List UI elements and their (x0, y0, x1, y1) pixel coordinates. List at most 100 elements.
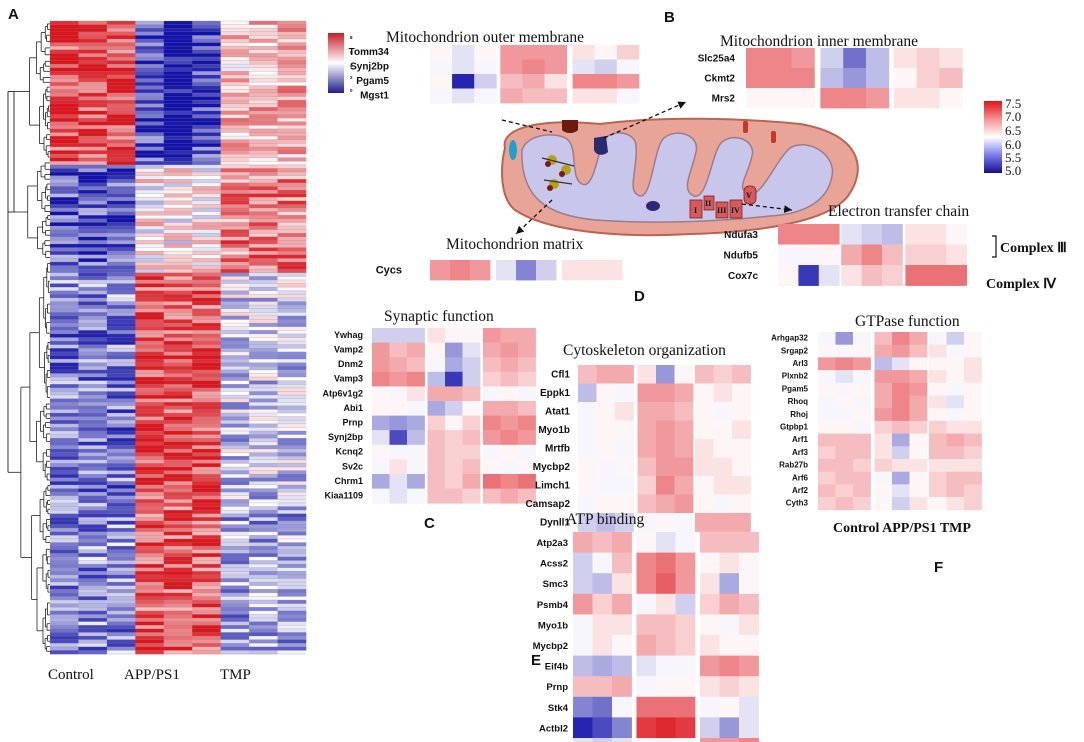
heatmap-cell (163, 369, 193, 374)
heatmap-cell (135, 441, 165, 446)
heatmap-cell (163, 625, 193, 630)
heatmap-cell (277, 31, 307, 36)
heatmap-cell (106, 301, 136, 306)
heatmap-cell (739, 738, 759, 742)
heatmap-cell (192, 269, 221, 274)
heatmap-cell (277, 542, 307, 547)
heatmap-cell (835, 357, 854, 371)
heatmap-cell (835, 332, 854, 346)
heatmap-cell (892, 344, 910, 358)
heatmap-cell (163, 513, 193, 518)
heatmap-cell (163, 416, 193, 421)
heatmap-cell (135, 438, 165, 443)
heatmap-cell (78, 441, 108, 446)
heatmap-cell (106, 74, 136, 79)
heatmap-cell (163, 161, 193, 166)
heatmap-cell (50, 125, 79, 130)
heatmap-cell (249, 21, 278, 25)
heatmap-cell (50, 636, 79, 640)
heatmap-cell (739, 696, 759, 718)
heatmap-cell (249, 315, 278, 320)
heatmap-cell (106, 373, 136, 378)
heatmap-cell (78, 330, 108, 335)
heatmap-cell (50, 305, 79, 310)
heatmap-cell (578, 365, 597, 384)
heatmap-cell (249, 621, 278, 626)
heatmap-cell (163, 211, 193, 216)
heatmap-cell (220, 161, 250, 166)
heatmap-cell (135, 600, 165, 604)
heatmap-cell (106, 513, 136, 518)
heatmap-cell (135, 233, 165, 238)
heatmap-cell (220, 35, 250, 40)
heatmap-cell (843, 48, 867, 69)
heatmap-cell (50, 445, 79, 450)
heatmap-cell (277, 125, 307, 130)
heatmap-cell (192, 632, 221, 637)
heatmap-cell (50, 567, 79, 572)
heatmap-cell (163, 481, 193, 486)
heatmap-cell (249, 502, 278, 507)
heatmap-cell (893, 68, 917, 89)
heatmap-cell (277, 585, 307, 590)
membrane-channel (743, 121, 748, 133)
heatmap-cell (277, 538, 307, 543)
heatmap-cell (78, 384, 108, 389)
heatmap-cell (192, 211, 221, 216)
heatmap-cell (818, 484, 836, 498)
heatmap-cell (163, 553, 193, 558)
heatmap-cell (163, 251, 193, 256)
heatmap-cell (220, 438, 250, 443)
heatmap-cell (573, 717, 593, 739)
heatmap-cell (106, 600, 136, 604)
heatmap-cell (893, 48, 917, 69)
heatmap-cell (695, 476, 714, 495)
heatmap-cell (964, 370, 982, 384)
heatmap-cell (220, 193, 250, 198)
heatmap-cell (50, 315, 79, 320)
heatmap-cell (135, 387, 165, 392)
colorbar-tick: 7.5 (1005, 96, 1021, 111)
heatmap-cell (220, 172, 250, 176)
heatmap-cell (50, 146, 79, 151)
row-label: Arf2 (792, 486, 809, 495)
heatmap-cell (78, 179, 108, 184)
heatmap-cell (835, 395, 854, 409)
heatmap-cell (50, 56, 79, 61)
heatmap-cell (135, 556, 165, 561)
heatmap-cell (220, 333, 250, 338)
heatmap-cell (135, 395, 165, 399)
heatmap-cell (135, 243, 165, 248)
heatmap-cell (50, 416, 79, 421)
heatmap-cell (78, 351, 108, 356)
heatmap-cell (929, 459, 947, 473)
heatmap-cell (249, 456, 278, 461)
heatmap-cell (135, 528, 165, 533)
heatmap-cell (106, 71, 136, 76)
heatmap-cell (249, 222, 278, 227)
heatmap-cell (220, 74, 250, 79)
heatmap-cell (719, 717, 740, 739)
heatmap-cell (78, 114, 108, 119)
heatmap-cell (50, 215, 79, 220)
heatmap-cell (50, 492, 79, 497)
heatmap-cell (78, 21, 108, 25)
heatmap-cell (78, 107, 108, 112)
heatmap-cell (220, 589, 250, 594)
heatmap-cell (135, 254, 165, 259)
heatmap-cell (135, 427, 165, 432)
heatmap-cell (249, 179, 278, 184)
heatmap-cell (192, 333, 221, 338)
heatmap-cell (78, 110, 108, 115)
heatmap-cell (220, 125, 250, 130)
heatmap-cell (106, 434, 136, 439)
heatmap-cell (106, 470, 136, 475)
heatmap-cell (892, 332, 910, 346)
heatmap-cell (249, 139, 278, 144)
heatmap-cell (135, 28, 165, 33)
heatmap-cell (135, 42, 165, 47)
heatmap-cell (277, 200, 307, 205)
heatmap-cell (50, 297, 79, 302)
row-label: Ndufa3 (724, 230, 758, 241)
